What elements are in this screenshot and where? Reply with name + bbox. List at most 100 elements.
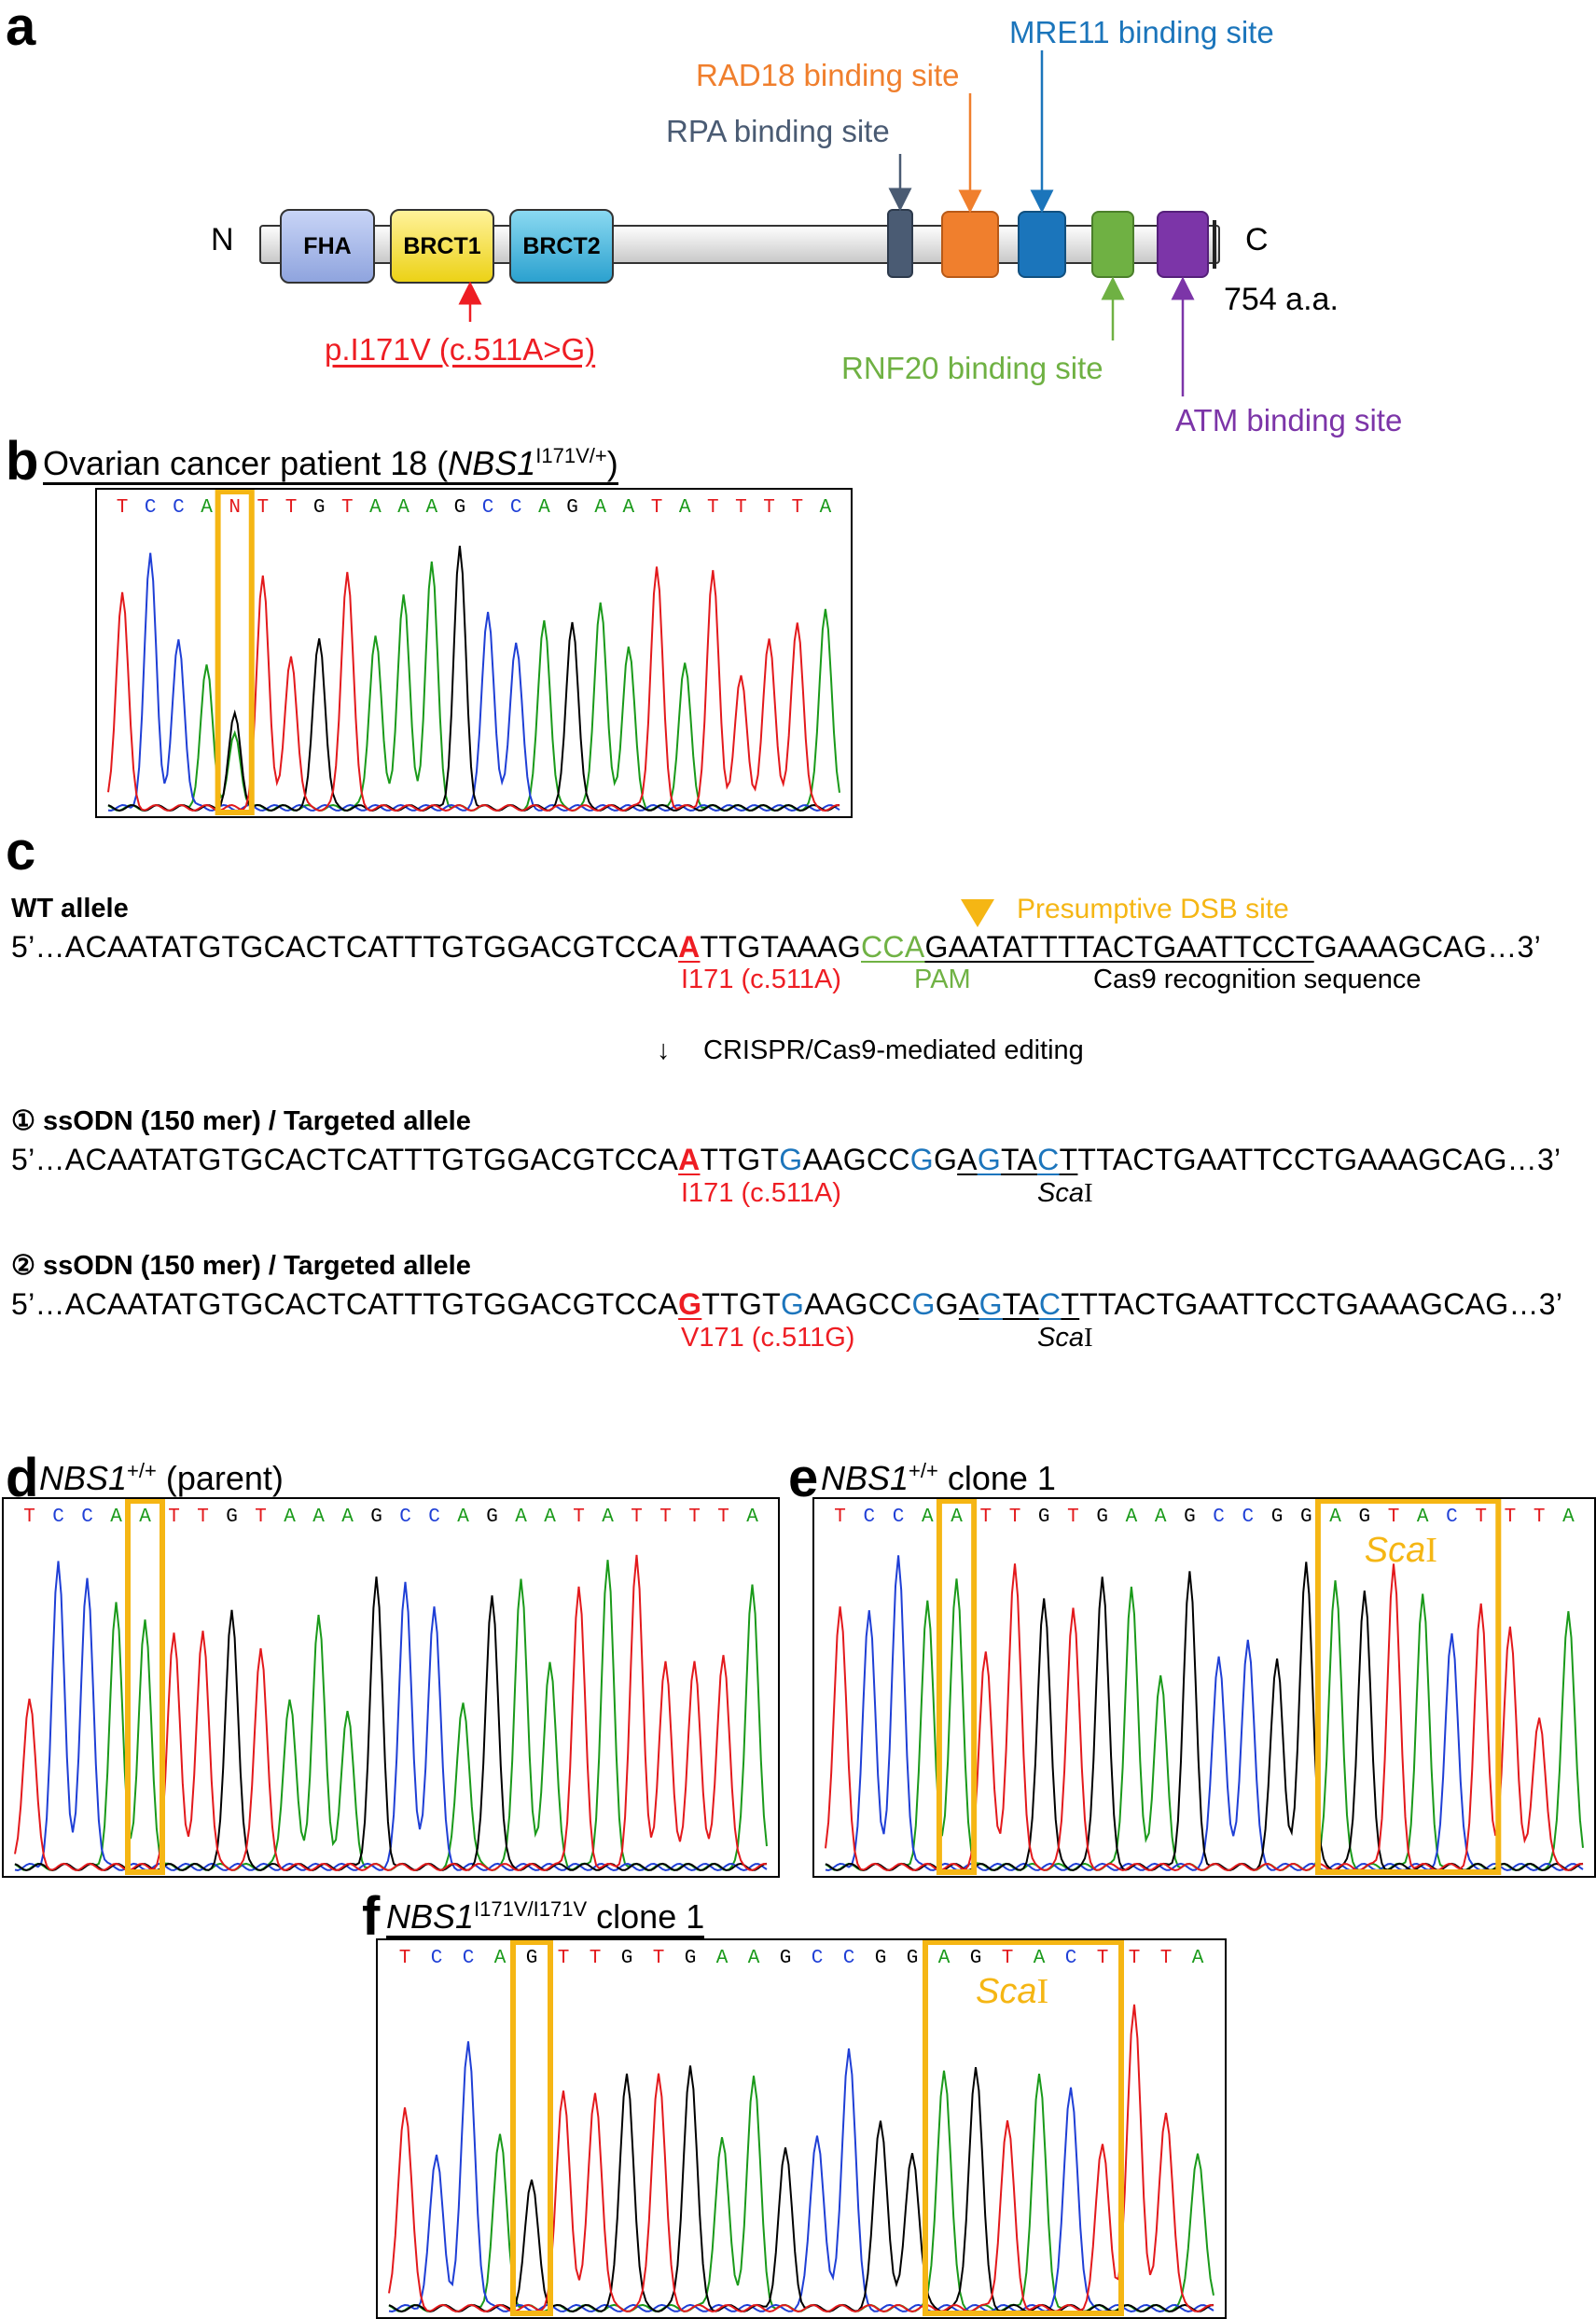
base-call-letter: T (1505, 1507, 1517, 1528)
rad18-binding-block (941, 211, 999, 278)
base-call-letter: C (1242, 1507, 1255, 1528)
base-call-letter: G (486, 1507, 498, 1528)
pam-label: PAM (914, 965, 971, 994)
wt-mutation-label: I171 (c.511A) (681, 965, 841, 994)
highlight-box-position-511 (125, 1499, 165, 1875)
base-call-letter: A (494, 1948, 507, 1969)
panel-e-label: e (788, 1448, 819, 1508)
base-call-letter: T (688, 1507, 701, 1528)
highlight-box-scai-site (1314, 1499, 1502, 1875)
base-call-letter: T (651, 497, 663, 519)
base-call-letter: T (1097, 1948, 1109, 1969)
base-call-letter: G (621, 1948, 633, 1969)
base-call-letter: T (399, 1948, 411, 1969)
targeted-allele-2-scai-label: ScaI (1037, 1323, 1093, 1353)
base-call-letter: A (139, 1507, 151, 1528)
targeted-allele-1-sequence: 5’…ACAATATGTGCACTCATTTGTGGACGTCCAATTGTGA… (11, 1143, 1561, 1176)
variant-label: p.I171V (c.511A>G) (325, 332, 596, 367)
cas9-recognition-label: Cas9 recognition sequence (1093, 965, 1422, 994)
targeted-allele-1-header: ① ssODN (150 mer) / Targeted allele (11, 1106, 471, 1136)
scai-roman: I (1425, 1531, 1437, 1570)
base-call-letter: A (110, 1507, 122, 1528)
base-call-letter: T (707, 497, 719, 519)
base-call-letter: A (951, 1507, 963, 1528)
scai-roman: I (1036, 1972, 1049, 2011)
base-call-letter: C (864, 1507, 876, 1528)
panel-c-label: c (6, 821, 36, 882)
base-call-letter: C (52, 1507, 64, 1528)
base-call-letter: A (1126, 1507, 1138, 1528)
panel-d-title: NBS1+/+ (parent) (39, 1461, 284, 1500)
base-call-letter: A (1329, 1507, 1341, 1528)
base-call-letter: C (482, 497, 494, 519)
dsb-site-marker (961, 899, 994, 927)
n-terminus-label: N (211, 222, 234, 257)
base-call-letter: T (1067, 1507, 1079, 1528)
base-call-letter: T (590, 1948, 602, 1969)
panel-f-title: NBS1I171V/I171V clone 1 (386, 1899, 705, 1938)
rpa-binding-block (887, 209, 913, 278)
fha-domain: FHA (280, 209, 375, 284)
base-call-letter: T (735, 497, 747, 519)
base-call-letter: A (1562, 1507, 1575, 1528)
base-call-letter: T (1475, 1507, 1487, 1528)
base-call-letter: T (1009, 1507, 1021, 1528)
trace-t (388, 2004, 1214, 2313)
wt-sequence: 5’…ACAATATGTGCACTCATTTGTGGACGTCCAATTGTAA… (11, 930, 1542, 964)
targeted-allele-2-mutation-label: V171 (c.511G) (681, 1323, 855, 1353)
scai-italic: Sca (976, 1972, 1037, 2011)
base-call-letter: T (791, 497, 803, 519)
c-terminus-label: C (1245, 222, 1269, 257)
base-call-letter: T (1002, 1948, 1014, 1969)
base-call-letter: A (284, 1507, 296, 1528)
base-call-letter: A (716, 1948, 729, 1969)
trace-t (14, 1554, 768, 1872)
rnf20-binding-label: RNF20 binding site (841, 351, 1103, 385)
scai-box-label: ScaI (1365, 1533, 1437, 1568)
scai-box-label: ScaI (976, 1974, 1048, 2009)
base-call-letter: T (1388, 1507, 1400, 1528)
base-call-letter: T (558, 1948, 570, 1969)
targeted-allele-2-sequence: 5’…ACAATATGTGCACTCATTTGTGGACGTCCAGTTGTGA… (11, 1287, 1563, 1321)
base-call-letter: A (538, 497, 550, 519)
base-call-letter: T (23, 1507, 35, 1528)
highlight-box-position-511 (510, 1940, 553, 2316)
base-call-letter: C (1213, 1507, 1225, 1528)
base-call-letter: G (1038, 1507, 1050, 1528)
base-call-letter: A (1417, 1507, 1429, 1528)
base-call-letter: A (679, 497, 691, 519)
crispr-editing-label: CRISPR/Cas9-mediated editing (703, 1035, 1084, 1065)
panel-b-label: b (6, 431, 39, 492)
base-call-letter: G (1358, 1507, 1370, 1528)
base-call-letter: G (780, 1948, 792, 1969)
base-call-letter: A (922, 1507, 934, 1528)
dsb-site-label: Presumptive DSB site (1017, 894, 1289, 924)
base-call-letter: T (573, 1507, 585, 1528)
base-call-letter: A (425, 497, 437, 519)
base-call-letter: G (1271, 1507, 1284, 1528)
base-call-letter: A (1034, 1948, 1046, 1969)
base-call-letter: T (117, 497, 129, 519)
base-call-letter: A (623, 497, 635, 519)
base-call-letter: A (938, 1948, 951, 1969)
base-call-letter: G (907, 1948, 919, 1969)
targeted-allele-2-header: ② ssODN (150 mer) / Targeted allele (11, 1251, 471, 1281)
base-call-letter: A (544, 1507, 556, 1528)
base-call-letter: T (257, 497, 270, 519)
base-call-letter: T (979, 1507, 992, 1528)
base-call-letter: C (812, 1948, 824, 1969)
base-call-letter: G (526, 1948, 538, 1969)
base-call-letter: C (145, 497, 157, 519)
highlight-box-scai-site (923, 1940, 1124, 2316)
base-call-letter: C (1065, 1948, 1077, 1969)
base-call-letter: T (255, 1507, 267, 1528)
panel-b-title: Ovarian cancer patient 18 (NBS1I171V/+) (43, 446, 618, 485)
base-call-letter: C (428, 1507, 440, 1528)
base-call-letter: C (81, 1507, 93, 1528)
base-call-letter: T (653, 1948, 665, 1969)
